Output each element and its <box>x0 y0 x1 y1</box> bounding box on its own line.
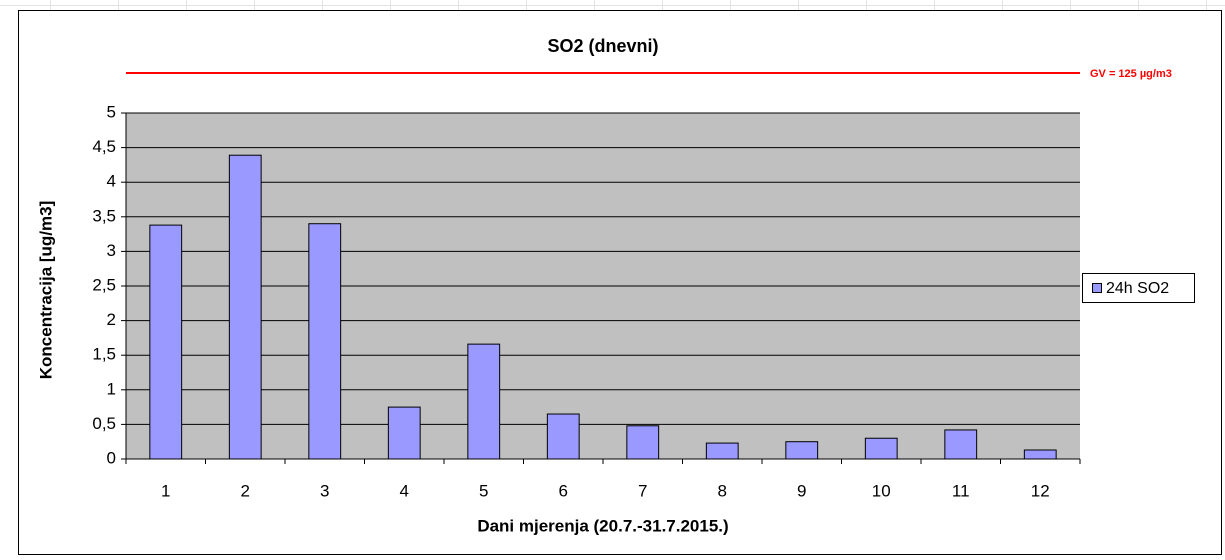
y-tick-label: 1 <box>107 379 116 398</box>
chart-title: SO2 (dnevni) <box>547 36 658 56</box>
x-tick-label: 6 <box>559 481 568 500</box>
x-tick-label: 7 <box>638 481 647 500</box>
legend-swatch <box>1092 283 1102 293</box>
y-tick-label: 0 <box>107 448 116 467</box>
sheet-grid <box>0 0 1225 10</box>
x-tick-label: 9 <box>797 481 806 500</box>
x-tick-label: 2 <box>241 481 250 500</box>
y-tick-label: 2 <box>107 310 116 329</box>
y-tick-label: 3,5 <box>92 206 116 225</box>
x-tick-label: 10 <box>872 481 891 500</box>
bar <box>785 441 819 460</box>
bar <box>626 425 660 460</box>
x-tick-label: 12 <box>1031 481 1050 500</box>
bar <box>467 343 501 460</box>
x-tick-label: 5 <box>479 481 488 500</box>
y-tick-label: 5 <box>107 102 116 121</box>
bar <box>944 429 978 460</box>
bar <box>1023 449 1057 460</box>
y-tick-label: 4,5 <box>92 137 116 156</box>
legend-label: 24h SO2 <box>1106 280 1169 297</box>
bar <box>387 406 421 460</box>
y-tick-label: 1,5 <box>92 345 116 364</box>
bar <box>546 413 580 460</box>
x-tick-label: 4 <box>400 481 409 500</box>
x-axis-label: Dani mjerenja (20.7.-31.7.2015.) <box>477 516 728 535</box>
y-tick-label: 4 <box>107 172 116 191</box>
bar <box>705 442 739 460</box>
x-tick-label: 3 <box>320 481 329 500</box>
limit-label: GV = 125 µg/m3 <box>1090 68 1172 80</box>
y-tick-label: 0,5 <box>92 414 116 433</box>
bar <box>228 154 262 460</box>
bar <box>864 437 898 460</box>
y-axis-label: Koncentracija [ug/m3] <box>36 201 55 380</box>
bar <box>308 223 342 460</box>
bar <box>149 224 183 460</box>
y-tick-label: 3 <box>107 241 116 260</box>
y-tick-label: 2,5 <box>92 275 116 294</box>
x-tick-label: 8 <box>718 481 727 500</box>
x-tick-label: 1 <box>161 481 170 500</box>
x-tick-label: 11 <box>952 481 970 500</box>
